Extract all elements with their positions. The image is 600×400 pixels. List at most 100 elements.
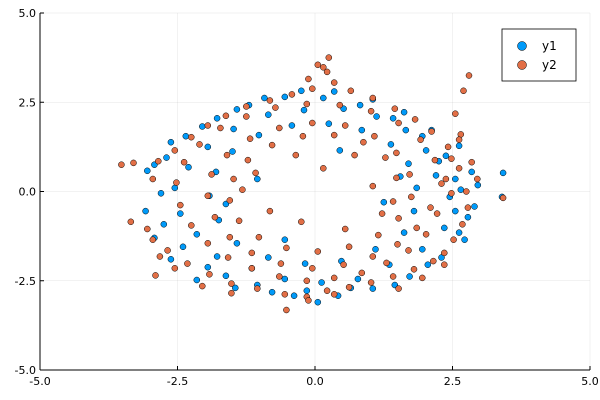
data-point — [375, 231, 382, 239]
data-point — [299, 132, 307, 140]
data-point — [193, 231, 201, 238]
y-tick-label: 0.0 — [19, 186, 37, 199]
data-point — [255, 233, 263, 241]
data-point — [400, 108, 408, 116]
data-point — [419, 246, 426, 253]
data-point — [367, 107, 375, 115]
data-point — [254, 175, 261, 183]
data-point — [232, 284, 239, 292]
data-point — [468, 158, 475, 166]
data-point — [222, 112, 230, 120]
data-point — [347, 87, 355, 95]
data-point — [268, 288, 276, 296]
data-point — [290, 292, 298, 299]
data-point — [149, 236, 157, 243]
data-point — [410, 266, 418, 273]
data-point — [248, 249, 256, 257]
data-point — [330, 274, 338, 282]
data-point — [164, 247, 171, 254]
data-point — [438, 180, 445, 187]
data-point — [464, 204, 472, 211]
data-point — [323, 68, 331, 76]
data-point — [457, 186, 465, 193]
data-point — [422, 231, 430, 238]
data-point — [369, 182, 377, 190]
data-point — [459, 221, 466, 228]
data-point — [180, 158, 188, 166]
data-point — [442, 152, 450, 160]
data-point — [233, 240, 241, 247]
data-point — [465, 72, 473, 79]
data-point — [144, 167, 151, 175]
data-point — [340, 261, 347, 268]
data-point — [441, 261, 448, 268]
data-point — [455, 142, 463, 150]
data-point — [428, 128, 435, 135]
data-point — [246, 135, 254, 142]
data-point — [281, 236, 289, 243]
data-point — [461, 236, 468, 243]
data-point — [474, 175, 481, 183]
data-point — [405, 247, 412, 254]
data-point — [441, 224, 448, 232]
data-point — [248, 265, 256, 272]
data-point — [288, 122, 296, 129]
data-point — [464, 213, 472, 221]
data-point — [499, 169, 507, 177]
data-point — [448, 190, 455, 197]
data-point — [452, 110, 459, 117]
data-point — [261, 94, 268, 102]
data-point — [244, 156, 252, 164]
data-point — [235, 217, 243, 225]
data-point — [204, 240, 212, 247]
data-point — [427, 204, 434, 211]
data-point — [199, 282, 206, 290]
data-point — [389, 115, 397, 122]
data-point — [303, 287, 311, 294]
data-point — [230, 175, 237, 183]
data-point — [323, 287, 331, 294]
data-point — [217, 124, 224, 132]
data-point — [188, 133, 195, 141]
data-point — [378, 210, 386, 217]
data-point — [152, 272, 159, 279]
data-point — [358, 126, 366, 134]
data-point — [389, 273, 397, 280]
data-point — [452, 207, 459, 215]
data-point — [243, 103, 250, 110]
data-point — [228, 280, 235, 287]
data-point — [441, 249, 448, 257]
data-point — [265, 254, 272, 261]
data-point — [395, 285, 402, 292]
data-point — [320, 165, 327, 172]
data-point — [188, 222, 195, 229]
data-point — [383, 259, 390, 267]
data-point — [369, 285, 377, 292]
data-point — [369, 253, 377, 260]
data-point — [228, 289, 235, 297]
data-point — [325, 54, 333, 61]
data-point — [330, 79, 338, 86]
data-point — [400, 229, 408, 236]
data-point — [196, 141, 203, 148]
data-point — [341, 122, 349, 129]
data-point — [320, 94, 327, 102]
data-point — [213, 115, 221, 122]
data-point — [266, 97, 274, 104]
data-point — [371, 132, 378, 140]
data-point — [163, 154, 170, 161]
data-point — [276, 273, 283, 280]
data-point — [229, 148, 236, 155]
data-point — [408, 193, 415, 201]
data-point — [298, 218, 305, 226]
data-point — [452, 175, 459, 183]
data-point — [303, 100, 311, 108]
data-point — [281, 275, 289, 283]
data-point — [301, 260, 309, 267]
data-point — [448, 155, 455, 162]
data-point — [305, 75, 312, 83]
data-point — [160, 221, 168, 228]
data-point — [430, 257, 437, 265]
data-point — [314, 248, 322, 255]
data-point — [167, 256, 175, 263]
